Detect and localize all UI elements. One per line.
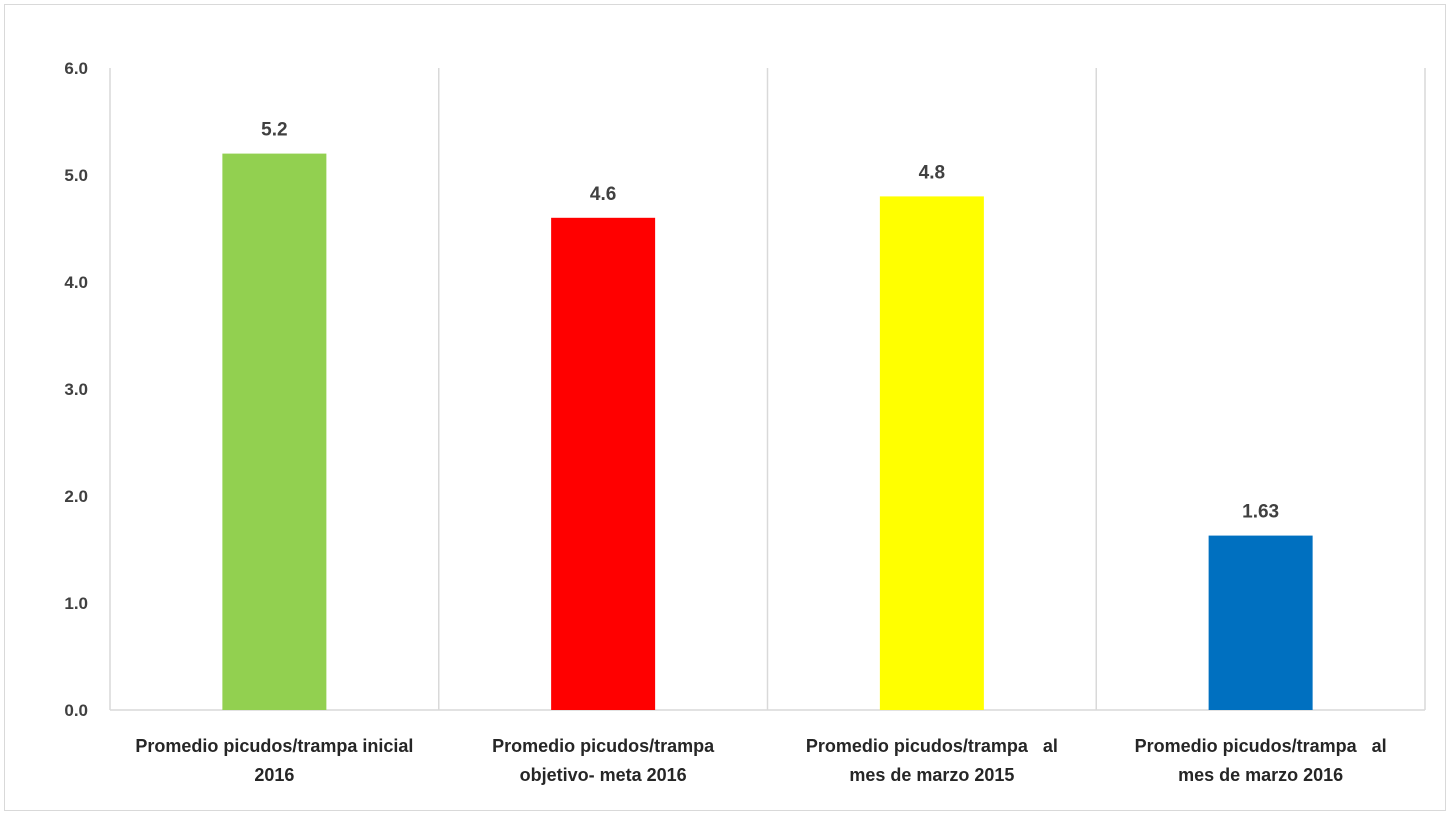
x-tick-label: Promedio picudos/trampa al [806, 736, 1058, 756]
x-tick-label: mes de marzo 2015 [849, 765, 1014, 785]
x-tick-label: Promedio picudos/trampa al [1135, 736, 1387, 756]
x-tick-label: objetivo- meta 2016 [520, 765, 687, 785]
y-tick-label: 1.0 [64, 594, 88, 613]
bars [222, 153, 1313, 711]
bar [551, 217, 656, 711]
bar [222, 153, 327, 711]
x-tick-label: 2016 [254, 765, 294, 785]
x-tick-label: Promedio picudos/trampa [492, 736, 715, 756]
y-tick-label: 6.0 [64, 59, 88, 78]
grid-lines [109, 68, 1426, 710]
labels: 5.2 Promedio picudos/trampa inicial 2016 4.… [135, 120, 1386, 785]
y-tick-label: 2.0 [64, 487, 88, 506]
data-label: 4.6 [590, 184, 616, 205]
axes: 0.0 1.0 2.0 3.0 4.0 5.0 6.0 [64, 59, 1425, 720]
x-tick-label: mes de marzo 2016 [1178, 765, 1343, 785]
data-label: 5.2 [261, 120, 287, 141]
y-tick-label: 5.0 [64, 166, 88, 185]
bar [1208, 535, 1313, 710]
y-tick-label: 3.0 [64, 380, 88, 399]
x-tick-label: Promedio picudos/trampa inicial [135, 736, 413, 756]
y-tick-label: 4.0 [64, 273, 88, 292]
y-tick-label: 0.0 [64, 701, 88, 720]
data-label: 4.8 [919, 162, 945, 183]
data-label: 1.63 [1242, 502, 1279, 523]
bar [879, 196, 984, 710]
